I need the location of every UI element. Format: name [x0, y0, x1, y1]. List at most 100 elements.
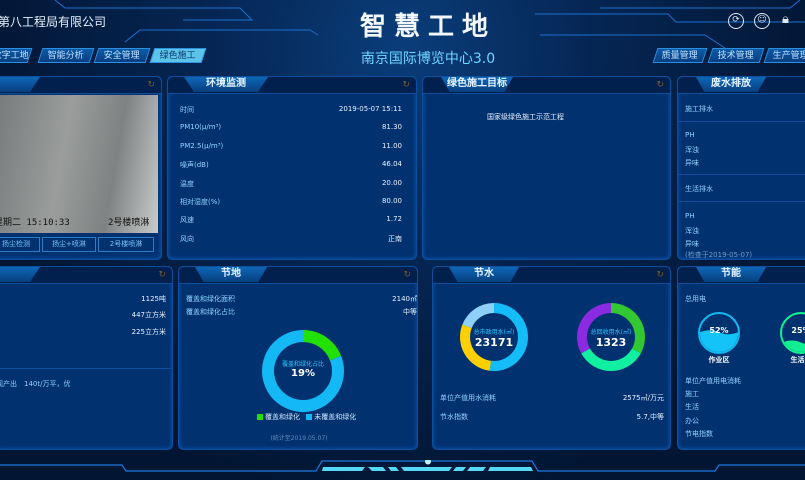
- panel-title: 绿色施工目标: [441, 77, 513, 92]
- tab-production[interactable]: 生产管理: [763, 48, 805, 63]
- page-title: 智慧工地: [359, 12, 496, 42]
- donut-segment: [581, 348, 641, 371]
- company-name: 第八工程局有限公司: [0, 15, 107, 29]
- output-summary: 观产出 140t/万平，优: [0, 380, 71, 388]
- municipal-water-donut: [460, 303, 528, 371]
- env-value: 11.00: [381, 141, 402, 150]
- env-label: 风速: [180, 216, 194, 225]
- donut-value: 23171: [474, 336, 514, 349]
- material-value: 225立方米: [131, 328, 166, 336]
- coverage-area-value: 2140㎡: [392, 295, 417, 303]
- green-goal-panel: 绿色施工目标 ↻ 国家级绿色施工示范工程: [422, 76, 671, 260]
- coverage-area-label: 覆盖和绿化面积: [186, 295, 235, 303]
- donut-segment: [462, 303, 495, 329]
- gauge-fill: [700, 330, 738, 352]
- env-label: PM10(μ/m³): [180, 123, 222, 132]
- total-power-label: 总用电: [685, 295, 706, 303]
- land-panel: 节地 ↻ 覆盖和绿化面积 2140㎡ 覆盖和绿化占比 中等 覆盖和绿化占比 19%…: [178, 266, 418, 450]
- water-index-value: 5.7,中等: [636, 413, 664, 421]
- stat-date: (统计至2019.05.07): [270, 435, 328, 442]
- donut-segment: [577, 303, 612, 354]
- odor-label: 异味: [685, 240, 699, 248]
- material-value: 1125吨: [141, 295, 166, 303]
- donut-segment: [489, 303, 528, 371]
- dust-spray-button[interactable]: 扬尘+喷淋: [42, 237, 96, 252]
- tab-green-construction[interactable]: 绿色施工: [149, 48, 207, 63]
- coverage-donut: [262, 330, 344, 412]
- env-label: 温度: [180, 179, 194, 188]
- cloud-sync-icon[interactable]: ⟳: [728, 13, 744, 29]
- env-value: 80.00: [381, 197, 402, 205]
- panel-title: 废水排放: [696, 77, 766, 92]
- living-area-gauge: [780, 312, 805, 354]
- check-date: (检查于2019-05-07): [685, 251, 753, 259]
- camera-location-overlay: 2号楼喷淋: [108, 218, 150, 228]
- building2-spray-button[interactable]: 2号楼喷淋: [98, 237, 154, 252]
- panel-title: 节水: [449, 267, 519, 282]
- legend-covered: 覆盖和绿化: [265, 413, 300, 421]
- donut-segment: [610, 303, 645, 354]
- refresh-icon[interactable]: ↻: [656, 80, 664, 90]
- env-value: 46.04: [381, 160, 402, 169]
- water-consumption-label: 单位产值用水消耗: [440, 394, 496, 402]
- material-value: 447立方米: [131, 311, 166, 319]
- materials-panel: ↻ 1125吨 447立方米 225立方米 观产出 140t/万平，优: [0, 266, 173, 450]
- coverage-ratio-value: 中等: [403, 308, 417, 316]
- tab-technical[interactable]: 技术管理: [707, 48, 765, 63]
- living-drainage-label: 生活排水: [685, 185, 713, 193]
- env-label: 噪声(dB): [180, 161, 209, 170]
- donut-label: 总市政用水(㎥): [473, 329, 515, 336]
- env-monitor-panel: 环境监测 ↻ 时间 2019-05-07 15:11 PM10(μ/m³) 81.30 P…: [167, 76, 417, 260]
- tab-smart-analysis[interactable]: 智能分析: [37, 48, 95, 63]
- panel-title: 节地: [195, 267, 267, 282]
- office-power-label: 办公: [685, 417, 699, 425]
- power-index-label: 节电指数: [685, 430, 713, 438]
- refresh-icon[interactable]: ↻: [147, 80, 155, 90]
- ph-label: PH: [685, 212, 695, 220]
- tab-digital-site[interactable]: 数字工地: [0, 48, 33, 63]
- wastewater-panel: 废水排放 施工排水 PH 浑浊 异味 生活排水 PH 浑浊 异味 (检查于201…: [677, 76, 805, 260]
- tab-safety[interactable]: 安全管理: [93, 48, 151, 63]
- footer-decoration: [0, 460, 805, 472]
- water-index-label: 节水指数: [440, 413, 468, 421]
- refresh-icon[interactable]: ↻: [403, 270, 411, 280]
- donut-percent: 19%: [291, 368, 315, 379]
- energy-panel: 节能 总用电 52% 作业区 25% 生活区 单位产值用电消耗 施工 生活 办公…: [677, 266, 805, 450]
- dust-detect-button[interactable]: 扬尘检测: [0, 237, 40, 252]
- env-value: 81.30: [381, 123, 402, 132]
- living-power-label: 生活: [685, 403, 699, 411]
- env-label: PM2.5(μ/m³): [180, 141, 224, 150]
- donut-label: 覆盖和绿化占比: [281, 361, 324, 368]
- camera-time-overlay: 星期二 15:10:33: [0, 218, 70, 228]
- env-label: 时间: [180, 106, 194, 114]
- legend-uncovered: 未覆盖和绿化: [314, 413, 357, 421]
- odor-label: 异味: [685, 159, 699, 167]
- env-value: 1.72: [386, 215, 402, 224]
- camera-feed[interactable]: 星期二 15:10:33 2号楼喷淋: [0, 95, 158, 233]
- panel-title: 节能: [696, 267, 766, 282]
- coverage-ratio-label: 覆盖和绿化占比: [186, 308, 235, 316]
- donut-segment: [262, 330, 344, 412]
- recycled-water-donut: [577, 303, 645, 371]
- work-area-gauge: [698, 312, 740, 354]
- water-panel: 节水 ↻ 总市政用水(㎥) 23171 总回收用水(㎥) 1323 单位产值用水消…: [432, 266, 671, 450]
- env-label: 相对湿度(%): [180, 198, 221, 206]
- construction-power-label: 施工: [685, 390, 699, 398]
- donut-legend: 覆盖和绿化 未覆盖和绿化: [257, 412, 356, 422]
- user-icon[interactable]: ☺: [754, 13, 770, 29]
- donut-value: 1323: [595, 336, 627, 349]
- lock-icon[interactable]: 🔒︎: [782, 12, 789, 27]
- gauge-label: 作业区: [708, 356, 730, 364]
- refresh-icon[interactable]: ↻: [402, 80, 410, 90]
- donut-segment: [460, 324, 492, 371]
- refresh-icon[interactable]: ↻: [656, 270, 664, 280]
- env-value: 2019-05-07 15:11: [338, 105, 402, 113]
- tab-quality[interactable]: 质量管理: [652, 48, 708, 63]
- gauge-percent: 52%: [709, 326, 729, 335]
- refresh-icon[interactable]: ↻: [158, 270, 166, 280]
- project-name: 南京国际博览中心3.0: [360, 51, 496, 67]
- ph-label: PH: [685, 131, 695, 139]
- panel-title: 环境监测: [184, 77, 268, 92]
- turbidity-label: 浑浊: [685, 227, 699, 235]
- env-label: 风向: [180, 234, 194, 243]
